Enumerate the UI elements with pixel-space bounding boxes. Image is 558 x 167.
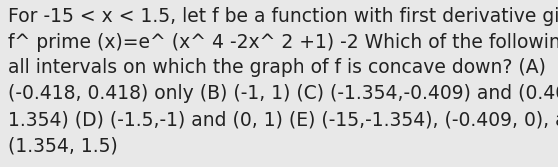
Text: all intervals on which the graph of f is concave down? (A): all intervals on which the graph of f is… (8, 58, 546, 77)
Text: (1.354, 1.5): (1.354, 1.5) (8, 136, 118, 155)
Text: f^ prime (x)=e^ (x^ 4 -2x^ 2 +1) -2 Which of the following are: f^ prime (x)=e^ (x^ 4 -2x^ 2 +1) -2 Whic… (8, 33, 558, 52)
Text: 1.354) (D) (-1.5,-1) and (0, 1) (E) (-15,-1.354), (-0.409, 0), and: 1.354) (D) (-1.5,-1) and (0, 1) (E) (-15… (8, 110, 558, 129)
Text: For -15 < x < 1.5, let f be a function with first derivative given by: For -15 < x < 1.5, let f be a function w… (8, 7, 558, 26)
Text: (-0.418, 0.418) only (B) (-1, 1) (C) (-1.354,-0.409) and (0.409,: (-0.418, 0.418) only (B) (-1, 1) (C) (-1… (8, 84, 558, 103)
